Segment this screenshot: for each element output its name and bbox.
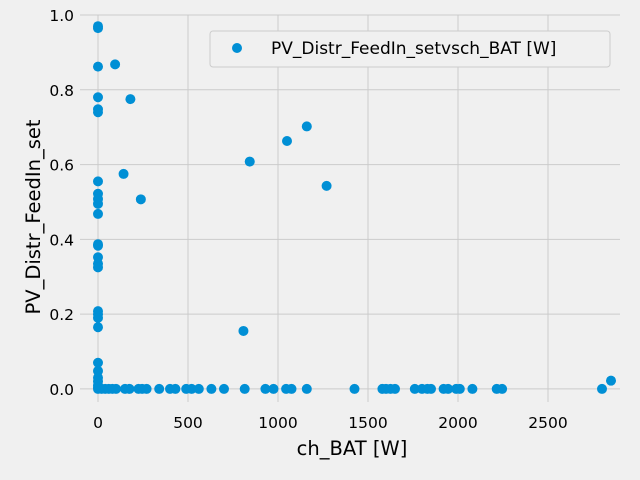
data-point	[497, 383, 508, 394]
y-axis-label: PV_Distr_FeedIn_set	[22, 119, 45, 314]
data-point	[186, 383, 197, 394]
data-point	[93, 23, 103, 34]
data-point	[118, 168, 129, 179]
x-tick-label: 1000	[258, 414, 297, 432]
grid	[80, 14, 620, 402]
data-points	[93, 21, 616, 394]
data-point	[409, 383, 420, 394]
data-point	[260, 383, 271, 394]
data-point	[93, 61, 103, 72]
data-point	[125, 94, 136, 105]
data-point	[443, 383, 454, 394]
x-tick-label: 2500	[528, 414, 567, 432]
data-point	[93, 198, 103, 209]
data-point	[606, 375, 616, 386]
y-tick-label: 0.6	[49, 157, 74, 175]
y-tick-labels: 0.0 0.2 0.4 0.6 0.8 1.0	[49, 7, 74, 399]
y-tick-label: 0.4	[49, 231, 74, 249]
data-point	[93, 322, 103, 333]
data-point	[238, 325, 249, 336]
data-point	[93, 208, 103, 219]
x-tick-label: 0	[93, 414, 103, 432]
data-point	[390, 383, 400, 394]
y-tick-label: 0.0	[49, 381, 74, 399]
data-point	[124, 383, 135, 394]
data-point	[286, 383, 297, 394]
data-point	[93, 176, 103, 187]
y-tick-label: 1.0	[49, 7, 74, 25]
data-point	[93, 107, 103, 118]
x-tick-label: 500	[173, 414, 203, 432]
data-point	[154, 383, 165, 394]
data-point	[467, 383, 478, 394]
data-point	[301, 121, 312, 132]
data-point	[454, 383, 465, 394]
data-point	[93, 312, 103, 323]
data-point	[426, 383, 436, 394]
data-point	[110, 59, 121, 70]
data-point	[282, 136, 292, 147]
x-tick-label: 1500	[348, 414, 387, 432]
data-point	[239, 383, 250, 394]
data-point	[93, 240, 103, 251]
data-point	[206, 383, 217, 394]
data-point	[135, 194, 146, 205]
data-point	[111, 383, 121, 394]
data-point	[93, 92, 103, 103]
data-point	[244, 156, 255, 167]
data-point	[170, 383, 181, 394]
legend-marker	[232, 43, 242, 53]
data-point	[321, 180, 332, 191]
data-point	[193, 383, 204, 394]
y-tick-label: 0.2	[49, 306, 74, 324]
legend-entry: PV_Distr_FeedIn_setvsch_BAT [W]	[271, 39, 556, 59]
x-tick-label: 2000	[438, 414, 477, 432]
x-tick-labels: 0 500 1000 1500 2000 2500	[93, 414, 568, 432]
x-axis-label: ch_BAT [W]	[297, 437, 408, 460]
data-point	[597, 383, 607, 394]
data-point	[349, 383, 360, 394]
data-point	[301, 383, 312, 394]
data-point	[141, 383, 152, 394]
legend-box	[209, 30, 611, 68]
data-point	[93, 262, 103, 273]
data-point	[268, 383, 279, 394]
y-tick-label: 0.8	[49, 82, 74, 100]
legend: PV_Distr_FeedIn_setvsch_BAT [W]	[209, 30, 611, 68]
data-point	[93, 357, 103, 368]
data-point	[219, 383, 229, 394]
